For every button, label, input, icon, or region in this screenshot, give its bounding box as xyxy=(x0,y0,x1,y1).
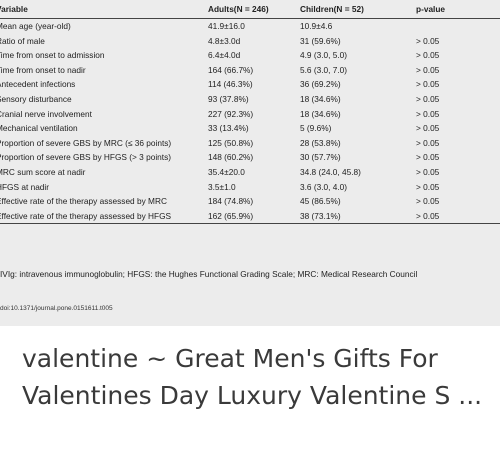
table-row: HFGS at nadir 3.5±1.0 3.6 (3.0, 4.0) > 0.05 xyxy=(0,180,500,195)
cell-adults: 35.4±20.0 xyxy=(208,166,245,177)
table-row: Effective rate of the therapy assessed b… xyxy=(0,194,500,209)
cell-p-value: > 0.05 xyxy=(416,35,440,46)
table-header-row: Variable Adults(N = 246) Children(N = 52… xyxy=(0,0,500,19)
table-footnote: IVIg: intravenous immunoglobulin; HFGS: … xyxy=(0,269,418,279)
table-row: Proportion of severe GBS by HFGS (> 3 po… xyxy=(0,150,500,165)
cell-children: 4.9 (3.0, 5.0) xyxy=(300,50,348,61)
cell-variable: Effective rate of the therapy assessed b… xyxy=(0,208,208,225)
cell-p-value: > 0.05 xyxy=(416,196,440,207)
cell-children: 31 (59.6%) xyxy=(300,35,341,46)
cell-variable: Time from onset to admission xyxy=(0,50,105,61)
cell-p-value: > 0.05 xyxy=(416,208,500,225)
table-row: Proportion of severe GBS by MRC (≤ 36 po… xyxy=(0,136,500,151)
cell-variable: Effective rate of the therapy assessed b… xyxy=(0,196,167,207)
cell-adults: 114 (46.3%) xyxy=(208,79,253,90)
table-row: Time from onset to admission 6.4±4.0d 4.9 … xyxy=(0,48,500,63)
cell-p-value: > 0.05 xyxy=(416,137,440,148)
table-row: Antecedent infections 114 (46.3%) 36 (69.2… xyxy=(0,77,500,92)
cell-variable: Mean age (year-old) xyxy=(0,21,71,31)
table-row: Sensory disturbance 93 (37.8%) 18 (34.6%) >… xyxy=(0,92,500,107)
cell-p-value: > 0.05 xyxy=(416,50,440,61)
cell-adults: 93 (37.8%) xyxy=(208,93,249,104)
cell-children: 38 (73.1%) xyxy=(300,208,416,225)
data-table: Variable Adults(N = 246) Children(N = 52… xyxy=(0,0,500,225)
cell-children: 10.9±4.6 xyxy=(300,21,333,31)
table-row: Ratio of male 4.8±3.0d 31 (59.6%) > 0.05 xyxy=(0,34,500,49)
cell-children: 18 (34.6%) xyxy=(300,108,341,119)
cell-adults: 6.4±4.0d xyxy=(208,50,241,61)
cell-variable: MRC sum score at nadir xyxy=(0,166,86,177)
cell-variable: Ratio of male xyxy=(0,35,45,46)
cell-adults: 148 (60.2%) xyxy=(208,152,254,163)
cell-adults: 125 (50.8%) xyxy=(208,137,254,148)
cell-adults: 164 (66.7%) xyxy=(208,64,254,75)
table-row: Time from onset to nadir 164 (66.7%) 5.6 (… xyxy=(0,63,500,78)
cell-children: 36 (69.2%) xyxy=(300,79,341,90)
header-adults: Adults(N = 246) xyxy=(208,0,300,19)
table-row: MRC sum score at nadir 35.4±20.0 34.8 (24.… xyxy=(0,165,500,180)
cell-adults: 41.9±16.0 xyxy=(208,21,245,31)
cell-p-value: > 0.05 xyxy=(416,93,440,104)
table-image-area: Variable Adults(N = 246) Children(N = 52… xyxy=(0,0,500,326)
doi-text: doi:10.1371/journal.pone.0151611.t005 xyxy=(0,305,113,312)
table-row: Cranial nerve involvement 227 (92.3%) 18 (… xyxy=(0,107,500,122)
image-caption: valentine ~ Great Men's Gifts For Valent… xyxy=(22,344,483,410)
cell-p-value xyxy=(416,19,500,34)
header-p-value: p-value xyxy=(416,0,500,19)
cell-children: 5 (9.6%) xyxy=(300,123,332,134)
cell-children: 18 (34.6%) xyxy=(300,93,341,104)
cell-children: 5.6 (3.0, 7.0) xyxy=(300,64,348,75)
cell-p-value: > 0.05 xyxy=(416,152,440,163)
cell-p-value: > 0.05 xyxy=(416,123,440,134)
cell-variable: Antecedent infections xyxy=(0,79,76,90)
table-row: Effective rate of the therapy assessed b… xyxy=(0,208,500,225)
cell-p-value: > 0.05 xyxy=(416,79,440,90)
cell-variable: Cranial nerve involvement xyxy=(0,108,92,119)
table-row: Mean age (year-old) 41.9±16.0 10.9±4.6 xyxy=(0,19,500,34)
cell-children: 34.8 (24.0, 45.8) xyxy=(300,166,361,177)
cell-variable: Proportion of severe GBS by HFGS (> 3 po… xyxy=(0,152,172,163)
table-row: Mechanical ventilation 33 (13.4%) 5 (9.6%)… xyxy=(0,121,500,136)
cell-adults: 3.5±1.0 xyxy=(208,181,236,192)
cell-children: 3.6 (3.0, 4.0) xyxy=(300,181,348,192)
cell-adults: 4.8±3.0d xyxy=(208,35,241,46)
cell-variable: Proportion of severe GBS by MRC (≤ 36 po… xyxy=(0,137,172,148)
cell-p-value: > 0.05 xyxy=(416,166,440,177)
cell-children: 45 (86.5%) xyxy=(300,196,341,207)
cell-variable: Mechanical ventilation xyxy=(0,123,78,134)
cell-variable: HFGS at nadir xyxy=(0,181,50,192)
cell-variable: Time from onset to nadir xyxy=(0,64,86,75)
cell-children: 30 (57.7%) xyxy=(300,152,341,163)
cell-p-value: > 0.05 xyxy=(416,64,440,75)
cell-adults: 162 (65.9%) xyxy=(208,208,300,225)
cell-adults: 227 (92.3%) xyxy=(208,108,254,119)
cell-adults: 33 (13.4%) xyxy=(208,123,249,134)
cell-children: 28 (53.8%) xyxy=(300,137,341,148)
header-variable: Variable xyxy=(0,0,208,19)
cell-variable: Sensory disturbance xyxy=(0,93,72,104)
cell-adults: 184 (74.8%) xyxy=(208,196,254,207)
header-children: Children(N = 52) xyxy=(300,0,416,19)
cell-p-value: > 0.05 xyxy=(416,108,440,119)
cell-p-value: > 0.05 xyxy=(416,181,440,192)
